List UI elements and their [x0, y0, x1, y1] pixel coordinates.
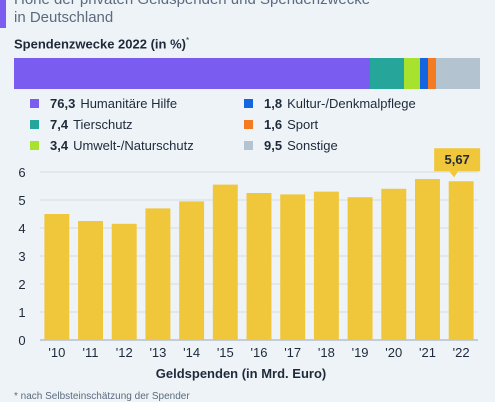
legend-swatch [244, 99, 253, 108]
title-accent-bar [0, 0, 6, 28]
x-tick-label: '20 [385, 345, 402, 360]
bar [313, 191, 339, 340]
y-tick-label: 3 [18, 249, 25, 264]
breakdown-heading-marker: * [185, 36, 190, 45]
x-axis-label: Geldspenden (in Mrd. Euro) [156, 366, 326, 381]
stacked-share-bar [14, 58, 480, 89]
bar [78, 221, 104, 340]
stack-segment-4 [428, 58, 436, 89]
bar [44, 214, 70, 340]
x-tick-label: '21 [419, 345, 436, 360]
legend-swatch [30, 141, 39, 150]
legend-label: Umwelt-/Naturschutz [73, 138, 194, 153]
x-tick-label: '11 [83, 345, 99, 360]
legend-label: Humanitäre Hilfe [80, 96, 178, 111]
legend-value: 1,8 [264, 96, 283, 111]
legend-label: Sonstige [287, 138, 338, 153]
chart-title-line-1: Höhe der privaten Geldspenden und Spende… [14, 0, 484, 9]
y-tick-label: 5 [18, 193, 25, 208]
y-tick-label: 4 [18, 221, 25, 236]
y-tick-label: 1 [18, 305, 25, 320]
bar [280, 194, 306, 340]
legend-swatch [244, 120, 253, 129]
legend-text: 3,4 Umwelt-/Naturschutz [50, 138, 194, 153]
legend-label: Kultur-/Denkmalpflege [287, 96, 416, 111]
legend-swatch [30, 99, 39, 108]
x-tick-label: '19 [352, 345, 369, 360]
legend-value: 7,4 [50, 117, 69, 132]
bar [448, 181, 474, 340]
stack-segment-2 [404, 58, 420, 89]
legend-text: 7,4 Tierschutz [50, 117, 133, 132]
bar [347, 197, 373, 340]
x-tick-label: '15 [217, 345, 234, 360]
bar [414, 179, 440, 340]
x-tick-label: '12 [116, 345, 133, 360]
legend-text: 9,5 Sonstige [264, 138, 338, 153]
footnote: * nach Selbsteinschätzung der Spender [14, 391, 190, 402]
bar [111, 223, 137, 340]
legend-value: 9,5 [264, 138, 283, 153]
breakdown-heading: Spendenzwecke 2022 (in %)* [14, 36, 189, 51]
legend-value: 76,3 [50, 96, 76, 111]
x-tick-label: '18 [318, 345, 335, 360]
x-tick-label: '22 [453, 345, 470, 360]
y-tick-label: 6 [18, 165, 25, 180]
legend-value: 3,4 [50, 138, 69, 153]
stack-segment-0 [14, 58, 370, 89]
legend-label: Sport [287, 117, 319, 132]
bar [179, 201, 205, 340]
legend-label: Tierschutz [73, 117, 133, 132]
breakdown-legend: 76,3 Humanitäre Hilfe 7,4 Tierschutz 3,4 Umwe… [30, 96, 470, 156]
y-tick-label: 2 [18, 277, 25, 292]
bar [212, 184, 238, 340]
legend-text: 1,8 Kultur-/Denkmalpflege [264, 96, 416, 111]
legend-text: 1,6 Sport [264, 117, 318, 132]
x-tick-label: '13 [149, 345, 166, 360]
legend-swatch [30, 120, 39, 129]
callout-label: 5,67 [444, 152, 469, 167]
chart-title-line-2: in Deutschland [14, 9, 114, 26]
callout-box [434, 148, 481, 172]
x-tick-label: '10 [48, 345, 65, 360]
y-tick-label: 0 [18, 333, 25, 348]
x-tick-label: '16 [251, 345, 268, 360]
callout-pointer [449, 171, 459, 178]
x-tick-label: '17 [284, 345, 301, 360]
legend-text: 76,3 Humanitäre Hilfe [50, 96, 177, 111]
bar [246, 193, 272, 340]
bar [381, 188, 407, 340]
x-tick-label: '14 [183, 345, 200, 360]
legend-swatch [244, 141, 253, 150]
stack-segment-1 [369, 58, 405, 89]
legend-value: 1,6 [264, 117, 283, 132]
breakdown-heading-text: Spendenzwecke 2022 (in %) [14, 36, 186, 52]
stack-segment-3 [419, 58, 429, 89]
bar [145, 208, 171, 340]
stack-segment-5 [435, 58, 480, 89]
